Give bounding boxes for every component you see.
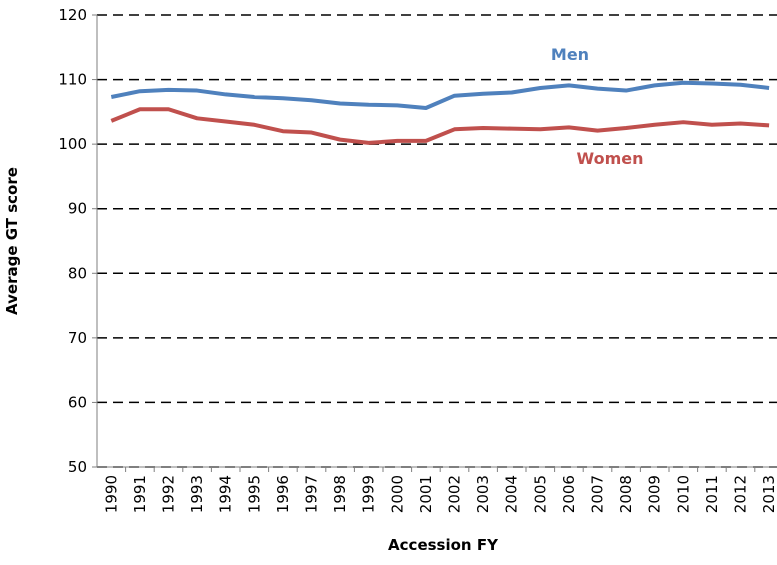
series-label: Women [577, 149, 644, 168]
y-tick-label: 60 [68, 393, 87, 411]
y-tick-label: 70 [68, 329, 87, 347]
x-tick-label: 2008 [617, 475, 635, 513]
x-tick-label: 2005 [531, 475, 549, 513]
x-tick-label: 1996 [274, 475, 292, 513]
x-axis-title: Accession FY [388, 536, 499, 554]
x-tick-label: 1990 [102, 475, 120, 513]
x-tick-label: 2007 [589, 475, 607, 513]
x-tick-label: 1998 [331, 475, 349, 513]
y-tick-label: 50 [68, 458, 87, 476]
x-tick-label: 2011 [703, 475, 721, 513]
y-tick-label: 100 [58, 135, 87, 153]
y-axis-title: Average GT score [3, 167, 21, 315]
y-tick-label: 110 [58, 71, 87, 89]
x-tick-label: 1991 [131, 475, 149, 513]
series-label: Men [551, 45, 589, 64]
x-tick-label: 1994 [217, 475, 235, 513]
x-tick-label: 2004 [503, 475, 521, 513]
x-tick-label: 2013 [760, 475, 777, 513]
x-tick-label: 2012 [732, 475, 750, 513]
x-tick-label: 2000 [388, 475, 406, 513]
x-tick-label: 1995 [245, 475, 263, 513]
x-tick-label: 2001 [417, 475, 435, 513]
x-tick-label: 1992 [160, 475, 178, 513]
series-line [110, 80, 770, 110]
x-tick-label: 2006 [560, 475, 578, 513]
x-tick-label: 1993 [188, 475, 206, 513]
x-tick-label: 1999 [360, 475, 378, 513]
y-tick-label: 80 [68, 264, 87, 282]
x-tick-label: 1997 [303, 475, 321, 513]
x-tick-label: 2010 [674, 475, 692, 513]
series-line [110, 107, 770, 145]
x-tick-label: 2003 [474, 475, 492, 513]
y-tick-label: 90 [68, 200, 87, 218]
y-tick-label: 120 [58, 6, 87, 24]
x-tick-label: 2009 [646, 475, 664, 513]
x-tick-label: 2002 [446, 475, 464, 513]
